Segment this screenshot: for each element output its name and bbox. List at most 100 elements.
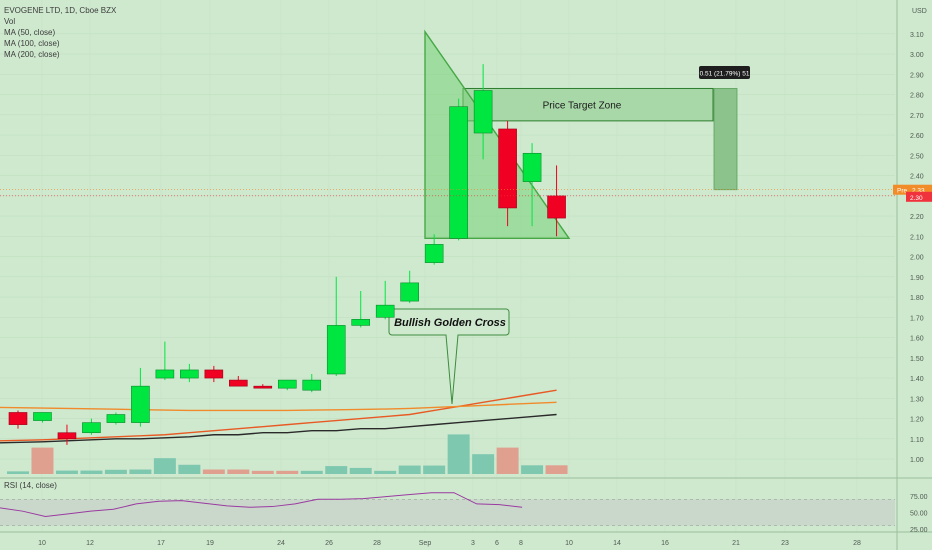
candle-body bbox=[131, 385, 150, 423]
volume-bar bbox=[178, 464, 201, 474]
legend-ma200[interactable]: MA (200, close) bbox=[4, 50, 60, 59]
legend-ma50[interactable]: MA (50, close) bbox=[4, 28, 56, 37]
candle-body bbox=[204, 369, 224, 379]
candle-body bbox=[326, 325, 346, 375]
rsi-tick-label: 50.00 bbox=[910, 511, 928, 518]
rsi-pane bbox=[0, 492, 895, 527]
rsi-tick-label: 25.00 bbox=[910, 527, 928, 534]
ma-line bbox=[0, 401, 557, 412]
price-tick-label: 1.80 bbox=[910, 295, 924, 302]
volume-bar bbox=[349, 467, 372, 474]
price-tick-label: 2.70 bbox=[910, 113, 924, 120]
price-tick-label: 1.00 bbox=[910, 457, 924, 464]
candle-body bbox=[253, 385, 273, 389]
volume-bar bbox=[55, 470, 78, 474]
price-tick-label: 1.30 bbox=[910, 396, 924, 403]
rsi-title[interactable]: RSI (14, close) bbox=[4, 481, 57, 490]
price-tick-label: 1.10 bbox=[910, 437, 924, 444]
legend-vol[interactable]: Vol bbox=[4, 17, 16, 26]
last-price-value: 2.30 bbox=[910, 195, 923, 202]
candle-body bbox=[375, 304, 395, 318]
price-tick-label: 2.20 bbox=[910, 214, 924, 221]
ma-line bbox=[0, 389, 557, 442]
price-target-zone bbox=[462, 87, 714, 122]
price-tick-label: 2.80 bbox=[910, 93, 924, 100]
rsi-tick-label: 75.00 bbox=[910, 494, 928, 501]
measure-badge bbox=[699, 66, 750, 79]
time-tick-label: 19 bbox=[206, 540, 214, 547]
candle-body bbox=[82, 422, 101, 434]
time-tick-label: 16 bbox=[661, 540, 669, 547]
time-tick-label: 17 bbox=[157, 540, 165, 547]
currency-label: USD bbox=[912, 8, 927, 15]
candle-body bbox=[57, 432, 77, 440]
time-tick-label: 6 bbox=[495, 540, 499, 547]
volume-bar bbox=[104, 469, 127, 474]
volume-bar bbox=[80, 470, 103, 474]
volume-bar bbox=[31, 447, 54, 474]
price-tick-label: 2.40 bbox=[910, 174, 924, 181]
volume-bar bbox=[398, 465, 421, 474]
time-tick-label: 3 bbox=[471, 540, 475, 547]
price-tick-label: 1.70 bbox=[910, 315, 924, 322]
ma-line bbox=[0, 413, 557, 444]
volume-bar bbox=[447, 434, 470, 474]
time-tick-label: 28 bbox=[373, 540, 381, 547]
legend: EVOGENE LTD, 1D, Cboe BZX Vol MA (50, cl… bbox=[4, 5, 116, 60]
symbol-title[interactable]: EVOGENE LTD, 1D, Cboe BZX bbox=[4, 6, 117, 15]
volume-bar bbox=[7, 471, 29, 474]
time-tick-label: 23 bbox=[781, 540, 789, 547]
price-tick-label: 1.90 bbox=[910, 275, 924, 282]
volume-bar bbox=[496, 447, 519, 474]
volume-bar bbox=[153, 458, 176, 474]
time-tick-label: 24 bbox=[277, 540, 285, 547]
candle-body bbox=[277, 379, 297, 389]
volume-bar bbox=[325, 466, 348, 474]
candle-body bbox=[522, 152, 542, 182]
candle-body bbox=[8, 412, 28, 425]
candles-layer bbox=[8, 64, 566, 445]
price-tick-label: 2.60 bbox=[910, 133, 924, 140]
price-tick-label: 1.40 bbox=[910, 376, 924, 383]
moving-averages-layer bbox=[0, 389, 557, 444]
volume-bar bbox=[227, 469, 250, 474]
candle-body bbox=[180, 369, 199, 379]
volume-bar bbox=[374, 470, 397, 474]
price-tick-label: 3.10 bbox=[910, 32, 924, 39]
rsi-band bbox=[0, 499, 895, 526]
time-tick-label: Sep bbox=[419, 540, 432, 547]
candle-body bbox=[33, 412, 52, 421]
last-price-badge bbox=[906, 191, 932, 202]
volume-layer bbox=[7, 434, 568, 474]
volume-bar bbox=[129, 469, 152, 474]
volume-bar bbox=[545, 465, 568, 474]
price-target-zone-label: Price Target Zone bbox=[543, 101, 622, 112]
candle-body bbox=[302, 379, 322, 391]
measure-label: 0.51 (21.79%) 51 bbox=[700, 71, 750, 78]
volume-bar bbox=[472, 454, 495, 474]
time-tick-label: 28 bbox=[853, 540, 861, 547]
rsi-line bbox=[0, 492, 523, 517]
price-tick-label: 2.50 bbox=[910, 153, 924, 160]
price-tick-label: 1.50 bbox=[910, 356, 924, 363]
labels-layer: Pre 2.332.30 bbox=[0, 184, 932, 202]
legend-ma100[interactable]: MA (100, close) bbox=[4, 39, 60, 48]
candle-body bbox=[547, 195, 566, 219]
candle-body bbox=[351, 319, 371, 326]
candle-body bbox=[498, 128, 517, 209]
volume-bar bbox=[202, 469, 225, 474]
price-tick-label: 2.00 bbox=[910, 255, 924, 262]
price-tick-label: 3.00 bbox=[910, 52, 924, 59]
candle-body bbox=[229, 379, 248, 387]
measure-box bbox=[713, 88, 738, 191]
candle-body bbox=[400, 282, 419, 302]
volume-bar bbox=[521, 465, 544, 474]
pre-value: 2.33 bbox=[912, 188, 925, 195]
candle-body bbox=[473, 90, 493, 134]
candle-body bbox=[449, 106, 468, 239]
volume-bar bbox=[276, 470, 299, 474]
time-tick-label: 26 bbox=[325, 540, 333, 547]
price-tick-label: 1.60 bbox=[910, 336, 924, 343]
candle-body bbox=[424, 244, 444, 263]
